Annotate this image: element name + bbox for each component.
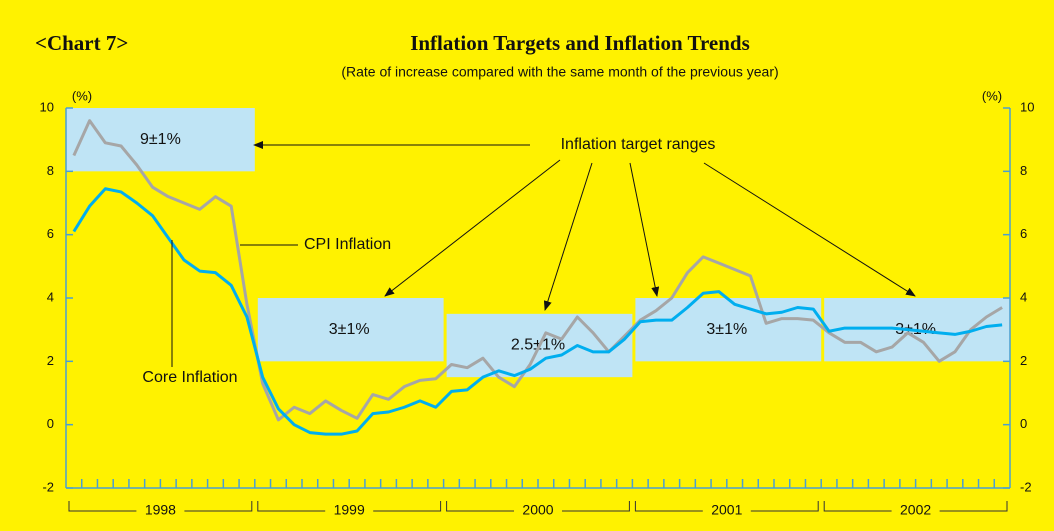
y-tick-label: 8: [47, 163, 54, 178]
y-tick-label: 10: [40, 99, 54, 114]
x-tick-label: 2002: [900, 502, 931, 518]
annotation-arrow: [543, 162, 593, 311]
y-tick-label: 0: [47, 416, 54, 431]
year-label-bg: [325, 502, 374, 520]
target-band: [257, 298, 444, 362]
x-tick-label: 1999: [334, 502, 365, 518]
x-tick-label: 2000: [522, 502, 553, 518]
y2-tick-label: 10: [1020, 99, 1034, 114]
annotation-arrow: [703, 162, 916, 297]
y2-axis-label: (%): [982, 88, 1002, 103]
annotation-arrow: [629, 162, 660, 297]
chart-label: <Chart 7>: [35, 31, 128, 55]
series-label: Core Inflation: [142, 369, 237, 386]
series-label: CPI Inflation: [304, 236, 391, 253]
y-tick-label: 2: [47, 353, 54, 368]
year-label-bg: [514, 502, 562, 520]
year-label-bg: [136, 502, 185, 520]
x-tick-label: 1998: [145, 502, 176, 518]
series-line: [72, 187, 1003, 436]
chart-title: Inflation Targets and Inflation Trends: [410, 31, 750, 55]
y2-tick-label: 8: [1020, 163, 1027, 178]
band-label: 3±1%: [706, 321, 747, 338]
target-band: [66, 108, 255, 172]
series-line: [72, 119, 1003, 422]
y-axis-label: (%): [72, 88, 92, 103]
annotation: Inflation target ranges: [561, 136, 716, 153]
chart-subtitle: (Rate of increase compared with the same…: [341, 64, 778, 80]
y2-tick-label: 4: [1020, 289, 1027, 304]
x-tick-label: 2001: [711, 502, 742, 518]
y2-tick-label: 2: [1020, 353, 1027, 368]
year-label-bg: [702, 502, 751, 520]
y2-tick-label: -2: [1020, 479, 1032, 494]
y-tick-label: 4: [47, 289, 54, 304]
y2-tick-label: 6: [1020, 226, 1027, 241]
annotation-arrow: [384, 159, 561, 297]
band-label: 2.5±1%: [511, 337, 565, 354]
y-tick-label: 6: [47, 226, 54, 241]
year-label-bg: [891, 502, 940, 520]
band-label: 9±1%: [140, 131, 181, 148]
band-label: 3±1%: [329, 321, 370, 338]
y-tick-label: -2: [42, 479, 54, 494]
y2-tick-label: 0: [1020, 416, 1027, 431]
